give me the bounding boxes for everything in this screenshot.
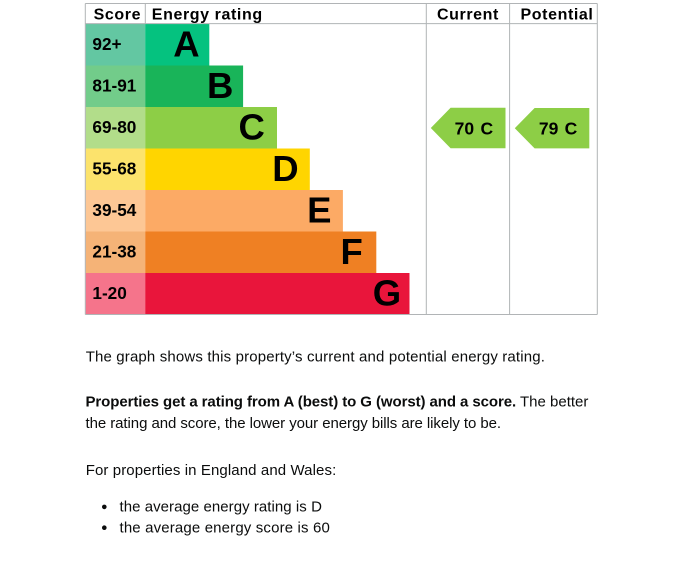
svg-text:G: G [373,273,401,314]
svg-text:Score: Score [94,7,141,24]
svg-text:A: A [173,24,199,65]
svg-text:the average energy rating is D: the average energy rating is D [120,499,323,516]
svg-text:1-20: 1-20 [92,283,126,303]
svg-text:C: C [239,107,265,148]
svg-text:E: E [307,190,331,231]
svg-text:81-91: 81-91 [92,76,136,96]
svg-text:B: B [207,65,233,106]
svg-text:the average energy score is 60: the average energy score is 60 [120,520,330,537]
svg-text:69-80: 69-80 [92,117,136,137]
svg-text:F: F [341,231,363,272]
svg-text:70 C: 70 C [455,119,494,139]
svg-text:21-38: 21-38 [92,242,136,262]
svg-text:the rating and score, the lowe: the rating and score, the lower your ene… [86,415,502,432]
svg-text:92+: 92+ [92,34,121,54]
svg-text:39-54: 39-54 [92,200,136,220]
svg-text:Potential: Potential [521,7,594,24]
svg-text:Current: Current [437,7,499,24]
svg-text:Properties get a rating from A: Properties get a rating from A (best) to… [86,393,589,410]
svg-text:D: D [272,148,298,189]
svg-text:55-68: 55-68 [92,159,136,179]
svg-text:79 C: 79 C [539,119,578,139]
svg-text:Energy rating: Energy rating [152,7,263,24]
svg-text:The graph shows this property’: The graph shows this property’s current … [86,348,545,365]
svg-text:For properties in England and: For properties in England and Wales: [86,462,337,479]
